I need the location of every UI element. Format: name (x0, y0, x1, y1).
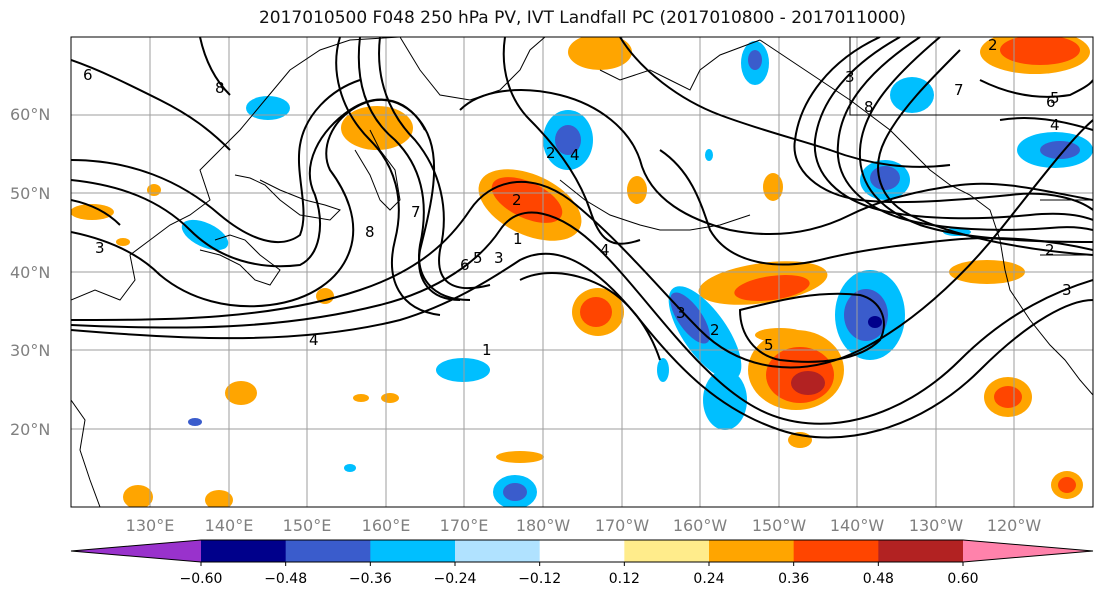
contour-label: 8 (215, 79, 225, 97)
contour-labels: 6 8 3 4 1 8 7 6 5 3 2 1 2 4 3 5 2 3 4 2 … (83, 36, 1072, 359)
colorbar-segment (201, 540, 287, 562)
contour-label: 6 (460, 256, 470, 274)
colorbar-extend-high (963, 540, 1093, 562)
lon-label: 140°W (830, 516, 885, 535)
lat-label: 20°N (10, 420, 50, 439)
colorbar-tick-label: −0.24 (434, 571, 477, 587)
colorbar-tick-label: −0.36 (349, 571, 392, 587)
lon-label: 170°E (440, 516, 489, 535)
lon-label: 130°W (909, 516, 964, 535)
contour-label: 3 (494, 249, 504, 267)
colorbar-segment (539, 540, 625, 562)
contour-label: 4 (570, 146, 580, 164)
contour-label: 2 (546, 144, 556, 162)
colorbar-segment (455, 540, 541, 562)
lat-label: 50°N (10, 184, 50, 203)
contour-label: 7 (954, 81, 964, 99)
contour-label: 8 (864, 98, 874, 116)
contour-label: 6 (1046, 93, 1056, 111)
colorbar-segment (878, 540, 964, 562)
lon-label: 160°E (362, 516, 411, 535)
contour-label: 3 (676, 304, 686, 322)
colorbar-tick-label: −0.12 (518, 571, 561, 587)
contour-label: 1 (513, 230, 523, 248)
lon-label: 150°W (752, 516, 807, 535)
pv-contours (71, 37, 1093, 439)
colorbar-segment (709, 540, 795, 562)
lon-label: 130°E (126, 516, 175, 535)
contour-label: 8 (365, 223, 375, 241)
lon-label: 140°E (205, 516, 254, 535)
lon-label: 160°W (673, 516, 728, 535)
latitude-labels: 60°N 50°N 40°N 30°N 20°N (10, 105, 50, 439)
pv-shading (71, 37, 1093, 507)
contour-label: 2 (1045, 241, 1055, 259)
colorbar-tick-label: −0.48 (264, 571, 307, 587)
contour-label: 3 (95, 239, 105, 257)
contour-label: 1 (482, 341, 492, 359)
contour-label: 5 (1050, 89, 1060, 107)
lon-label: 150°E (283, 516, 332, 535)
contour-label: 3 (1062, 281, 1072, 299)
contour-label: 4 (600, 241, 610, 259)
colorbar-segment (624, 540, 710, 562)
lon-label: 170°W (595, 516, 650, 535)
contour-label: 5 (473, 249, 483, 267)
contour-label: 2 (988, 36, 998, 54)
lat-label: 40°N (10, 263, 50, 282)
colorbar-tick-label: 0.48 (863, 571, 894, 587)
colorbar-tick-label: −0.60 (180, 571, 223, 587)
colorbar-segment (370, 540, 456, 562)
lat-label: 30°N (10, 341, 50, 360)
colorbar-segment (793, 540, 879, 562)
lon-label: 120°W (987, 516, 1042, 535)
map-title: 2017010500 F048 250 hPa PV, IVT Landfall… (258, 8, 906, 28)
colorbar-tick-label: 0.12 (609, 571, 640, 587)
contour-label: 7 (411, 203, 421, 221)
lon-label: 180°W (516, 516, 571, 535)
map-frame (70, 36, 1094, 508)
contour-label: 4 (309, 331, 319, 349)
contour-label: 3 (845, 68, 855, 86)
longitude-labels: 130°E 140°E 150°E 160°E 170°E 180°W 170°… (126, 516, 1042, 535)
contour-label: 6 (83, 66, 93, 84)
colorbar-extend-low (71, 540, 201, 562)
colorbar-tick-label: 0.60 (947, 571, 978, 587)
colorbar-tick-label: 0.24 (693, 571, 724, 587)
colorbar-tick-label: 0.36 (778, 571, 809, 587)
colorbar-segment (285, 540, 371, 562)
contour-label: 4 (1050, 116, 1060, 134)
contour-label: 5 (764, 336, 774, 354)
contour-label: 2 (512, 191, 522, 209)
colorbar: −0.60 −0.48 −0.36 −0.24 −0.12 0.12 0.24 0.36 0.4… (70, 539, 1094, 587)
lat-label: 60°N (10, 105, 50, 124)
map-area: 6 8 3 4 1 8 7 6 5 3 2 1 2 4 3 5 2 3 4 2 … (71, 36, 1093, 507)
contour-label: 2 (710, 321, 720, 339)
